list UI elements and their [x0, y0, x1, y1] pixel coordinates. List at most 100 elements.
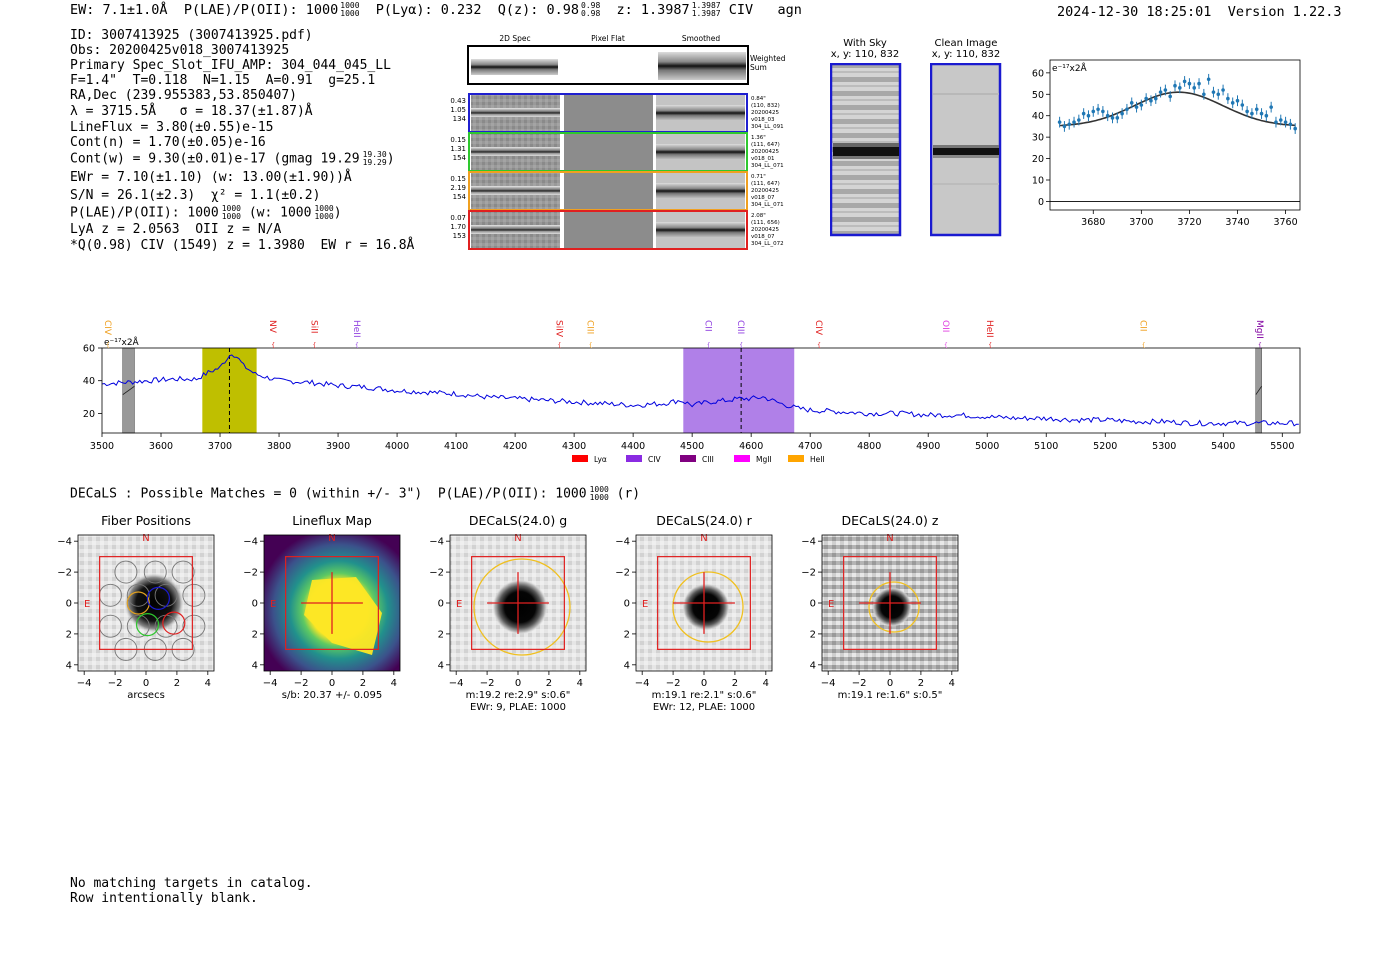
- decals-ytick-label: 2: [624, 629, 630, 640]
- zoom-point: [1187, 81, 1192, 86]
- decals-panels: Fiber Positions N E −4 4 −2 2 0 0 2 −2 4 −4 arcsecs Li…: [57, 513, 959, 713]
- cutout-smoothed-trace: [656, 222, 745, 238]
- spectrum-ylabel: e⁻¹⁷x2Å: [104, 336, 140, 348]
- zoom-point: [1283, 120, 1288, 124]
- header-line: CIV: [728, 2, 754, 18]
- spectrum-xtick-label: 4900: [916, 441, 940, 452]
- info-lambda: λ = 3715.5Å σ = 18.37(±1.87)Å: [70, 104, 313, 119]
- zoom-point: [1254, 107, 1259, 112]
- spectrum-legend-label: MgII: [756, 455, 772, 464]
- spectrum-hatch-mark: [1255, 386, 1262, 395]
- zoom-point: [1192, 86, 1197, 90]
- decals-ytick-label: −2: [615, 568, 630, 579]
- spectrum-xtick-label: 3900: [326, 441, 350, 452]
- zoom-point: [1163, 88, 1168, 92]
- lineflux-core: [304, 577, 382, 655]
- cutout-right-value: 304_LL_072: [751, 241, 784, 247]
- zoom-point: [1288, 122, 1293, 127]
- spectrum-marker-bracket: {: [1142, 342, 1146, 349]
- zoom-point: [1235, 98, 1240, 103]
- cutout-right-value: 0.84": [751, 96, 766, 102]
- spectrum-line-marker: SiIV: [553, 320, 563, 338]
- zoom-point: [1120, 111, 1124, 116]
- aperture-ellipse: [868, 581, 920, 633]
- zoom-point: [1086, 113, 1091, 118]
- info-lya: LyA z = 2.0563 OII z = N/A: [70, 222, 282, 237]
- header-timestamp-block: 2024-12-30 18:25:01 Version 1.22.3: [1057, 4, 1342, 20]
- header-plae: P(LAE)/P(OII): 1000: [183, 2, 339, 18]
- cutout-2dspec-trace: [471, 108, 560, 117]
- cutout-right-value: v018_03: [751, 117, 775, 123]
- decals-ytick-label: −2: [57, 568, 72, 579]
- info-plae-line: P(LAE)/P(OII): 1000 1000 1000 (w: 1000 1000…: [70, 205, 342, 221]
- spectrum-line-marker: CIV: [813, 320, 823, 336]
- search-box: [285, 556, 379, 650]
- with-sky-header: With Sky x, y: 110, 832: [830, 38, 900, 60]
- spectrum-line-marker: CIII: [735, 320, 745, 334]
- info-plae-w-lo: 1000: [314, 212, 334, 221]
- decals-ytick-label: 4: [810, 660, 816, 671]
- spectrum-marker-bracket: {: [271, 342, 275, 349]
- spectrum-legend-label: HeII: [810, 455, 825, 464]
- decals-ytick-label: 2: [66, 629, 72, 640]
- decals-xtick-label: 4: [949, 678, 955, 689]
- cutout-left-value: 134: [453, 115, 467, 123]
- spectrum-hatch-mark: [122, 385, 135, 396]
- decals-xtick-label: 2: [732, 678, 738, 689]
- decals-ytick-label: 2: [438, 629, 444, 640]
- spectrum-marker-bracket: {: [1258, 342, 1262, 349]
- decals-ytick-label: −2: [429, 568, 444, 579]
- info-civ: *Q(0.98) CIV (1549) z = 1.3980 EW r = 16…: [70, 238, 415, 253]
- compass-north: N: [514, 533, 521, 544]
- zoom-ytick-label: 40: [1032, 111, 1044, 122]
- spectrum-marker-bracket: {: [557, 342, 561, 349]
- decals-xtick-label: 4: [205, 678, 211, 689]
- zoom-point: [1245, 109, 1249, 114]
- compass-north: N: [142, 533, 149, 544]
- cutout-left-value: 0.15: [450, 175, 466, 183]
- zoom-point: [1173, 83, 1177, 88]
- full-spectrum-plot: 3500 3600 3700 3800 3900 4000 4100 4200 4300 4400…: [83, 320, 1301, 464]
- zoom-ytick-label: 10: [1032, 176, 1044, 187]
- spectrum-marker-bracket: {: [988, 342, 992, 349]
- spectrum-xtick-label: 4100: [444, 441, 468, 452]
- info-fta: F=1.4" T=0.118 N=1.15 A=0.91 g=25.1: [70, 73, 376, 88]
- spectrum-line-marker: CIII: [585, 320, 595, 334]
- spectrum-line-marker: SiII: [308, 320, 318, 334]
- decals-caption: m:19.2 re:2.9" s:0.6": [466, 690, 571, 701]
- zoom-point: [1259, 111, 1264, 116]
- decals-xtick-label: 0: [143, 678, 149, 689]
- spectrum-legend-swatch: [734, 455, 750, 462]
- zoom-ylabel: e⁻¹⁷x2Å: [1052, 62, 1088, 74]
- zoom-point: [1269, 105, 1273, 109]
- spectrum-marker-bracket: {: [313, 342, 317, 349]
- footer-line1: No matching targets in catalog.: [70, 876, 313, 891]
- zoom-point: [1240, 103, 1245, 107]
- zoom-point: [1250, 111, 1254, 116]
- fiber-circle: [126, 583, 150, 607]
- decals-title: DECaLS : Possible Matches = 0 (within +/…: [70, 486, 640, 502]
- decals-panel-title: DECaLS(24.0) r: [656, 513, 752, 528]
- zoom-point: [1168, 94, 1172, 99]
- cutout-2dspec-trace: [471, 147, 560, 156]
- weighted-label-line2: Sum: [750, 63, 767, 72]
- spectrum-xtick-label: 4200: [503, 441, 527, 452]
- spectrum-line-marker: HeII: [351, 320, 361, 338]
- compass-north: N: [700, 533, 707, 544]
- clean-image-title: Clean Image: [934, 38, 998, 49]
- decals-ytick-label: 4: [252, 660, 258, 671]
- decals-ytick-label: −4: [801, 537, 816, 548]
- decals-caption-2: EWr: 9, PLAE: 1000: [470, 702, 566, 713]
- decals-xtick-label: 4: [391, 678, 397, 689]
- zoom-point: [1134, 105, 1139, 109]
- decals-ytick-label: −4: [429, 537, 444, 548]
- cutout-right-value: v018_07: [751, 234, 775, 240]
- decals-ytick-label: 2: [252, 629, 258, 640]
- spectrum-ytick-label: 20: [83, 409, 95, 420]
- fiber-circle: [171, 560, 195, 584]
- decals-ytick-label: −2: [801, 568, 816, 579]
